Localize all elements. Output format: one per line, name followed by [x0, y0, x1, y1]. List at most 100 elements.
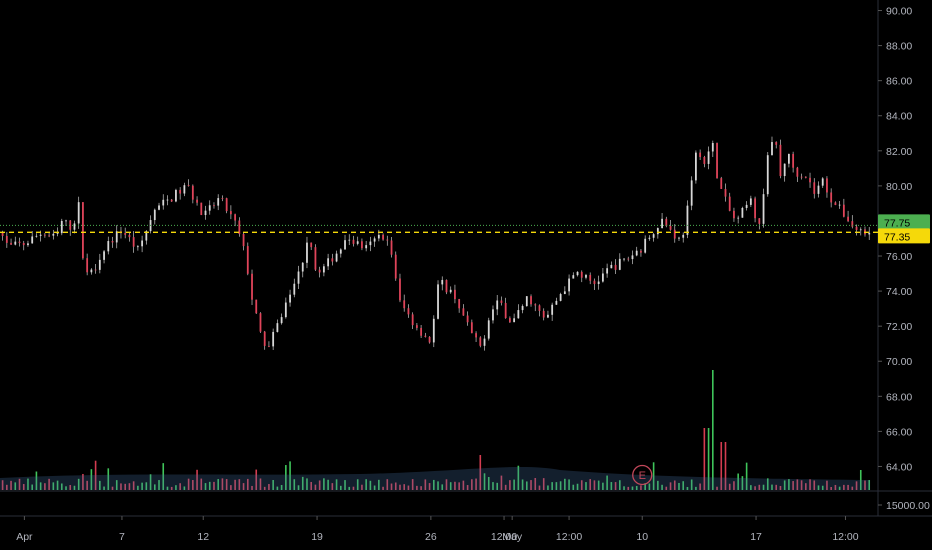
- candle-body: [136, 246, 139, 248]
- volume-bar: [183, 486, 186, 490]
- candle-body: [771, 142, 773, 156]
- volume-bars: [0, 370, 871, 490]
- price-tick-label: 88.00: [886, 41, 912, 53]
- volume-bar: [31, 484, 33, 490]
- volume-bar: [492, 482, 494, 490]
- price-tick-label: 66.00: [886, 426, 912, 438]
- candle-body: [335, 253, 338, 262]
- volume-bar: [572, 484, 575, 490]
- volume-bar: [551, 482, 553, 490]
- volume-bar: [466, 485, 469, 490]
- candle-body: [551, 304, 554, 315]
- volume-bar: [538, 485, 541, 490]
- candle-body: [724, 188, 727, 197]
- candle-body: [242, 233, 245, 247]
- volume-average-band: [0, 466, 870, 490]
- volume-bar: [132, 481, 135, 490]
- volume-bar: [428, 483, 431, 490]
- candle-body: [69, 220, 72, 230]
- price-tick-label: 70.00: [886, 356, 912, 368]
- volume-bar: [230, 485, 232, 490]
- volume-bar: [657, 480, 659, 490]
- time-tick-label: 12:00: [832, 531, 858, 543]
- volume-bar: [382, 486, 384, 490]
- price-tick-label: 86.00: [886, 76, 912, 88]
- candle-body: [415, 325, 418, 328]
- candle-body: [263, 331, 266, 346]
- candle-body: [762, 194, 765, 224]
- candle-body: [716, 143, 718, 179]
- volume-bar: [306, 478, 308, 490]
- volume-bar: [103, 486, 105, 490]
- volume-bar: [348, 486, 351, 490]
- volume-bar: [22, 484, 25, 490]
- candle-body: [610, 264, 613, 269]
- candle-body: [728, 196, 731, 211]
- candle-body: [217, 198, 220, 206]
- candle-body: [246, 246, 249, 274]
- volume-bar: [576, 483, 579, 490]
- volume-bar: [568, 479, 570, 490]
- candle-body: [255, 299, 258, 314]
- candle-body: [745, 204, 748, 208]
- candle-body: [284, 302, 287, 318]
- candle-body: [868, 232, 871, 235]
- candle-body: [82, 202, 84, 259]
- candle-body: [251, 273, 253, 300]
- volume-bar: [149, 474, 152, 490]
- volume-bar: [826, 480, 828, 490]
- candle-body: [115, 231, 118, 243]
- volume-bar: [690, 479, 693, 490]
- candle-body: [318, 269, 321, 273]
- volume-bar: [496, 482, 499, 490]
- candle-body: [293, 283, 296, 295]
- candle-body: [327, 258, 330, 267]
- price-tick-label: 76.00: [886, 251, 912, 263]
- candle-body: [838, 204, 841, 206]
- candle-body: [35, 235, 38, 237]
- candle-body: [618, 258, 621, 270]
- volume-bar: [158, 480, 160, 490]
- volume-bar: [859, 469, 862, 490]
- volume-bar: [314, 484, 317, 490]
- volume-bar: [458, 482, 460, 490]
- earnings-marker[interactable]: E: [632, 464, 653, 486]
- candle-body: [694, 152, 697, 181]
- volume-bar: [703, 428, 706, 490]
- candle-body: [648, 237, 651, 239]
- candle-body: [783, 163, 786, 177]
- price-tag-label: 77.35: [884, 231, 910, 243]
- candle-body: [187, 185, 190, 186]
- candle-body: [48, 235, 51, 237]
- volume-bar: [834, 484, 837, 490]
- candle-body: [466, 315, 469, 323]
- volume-bar: [120, 483, 122, 490]
- candle-body: [563, 291, 566, 295]
- price-tag-box: [878, 228, 930, 244]
- volume-bar: [619, 480, 621, 490]
- candle-body: [229, 211, 232, 215]
- candle-body: [661, 218, 663, 229]
- volume-bar: [145, 482, 148, 490]
- volume-bar: [475, 478, 477, 490]
- volume-bar: [411, 479, 414, 490]
- volume-bar: [390, 483, 393, 490]
- time-tick-label: 19: [311, 531, 323, 543]
- candle-body: [559, 294, 562, 301]
- candle-body: [568, 278, 570, 292]
- candle-body: [124, 233, 127, 235]
- volume-bar: [766, 478, 769, 490]
- candle-body: [492, 309, 494, 321]
- volume-bar: [115, 480, 118, 490]
- candle-body: [614, 264, 617, 270]
- price-tick-label: 72.00: [886, 321, 912, 333]
- candle-body: [141, 240, 144, 247]
- candle-body: [86, 258, 89, 273]
- earnings-marker-circle[interactable]: [632, 464, 653, 486]
- volume-bar: [77, 478, 80, 490]
- candle-body: [162, 199, 165, 206]
- volume-bar: [10, 480, 12, 490]
- candle-body: [758, 218, 761, 224]
- candle-body: [441, 279, 444, 285]
